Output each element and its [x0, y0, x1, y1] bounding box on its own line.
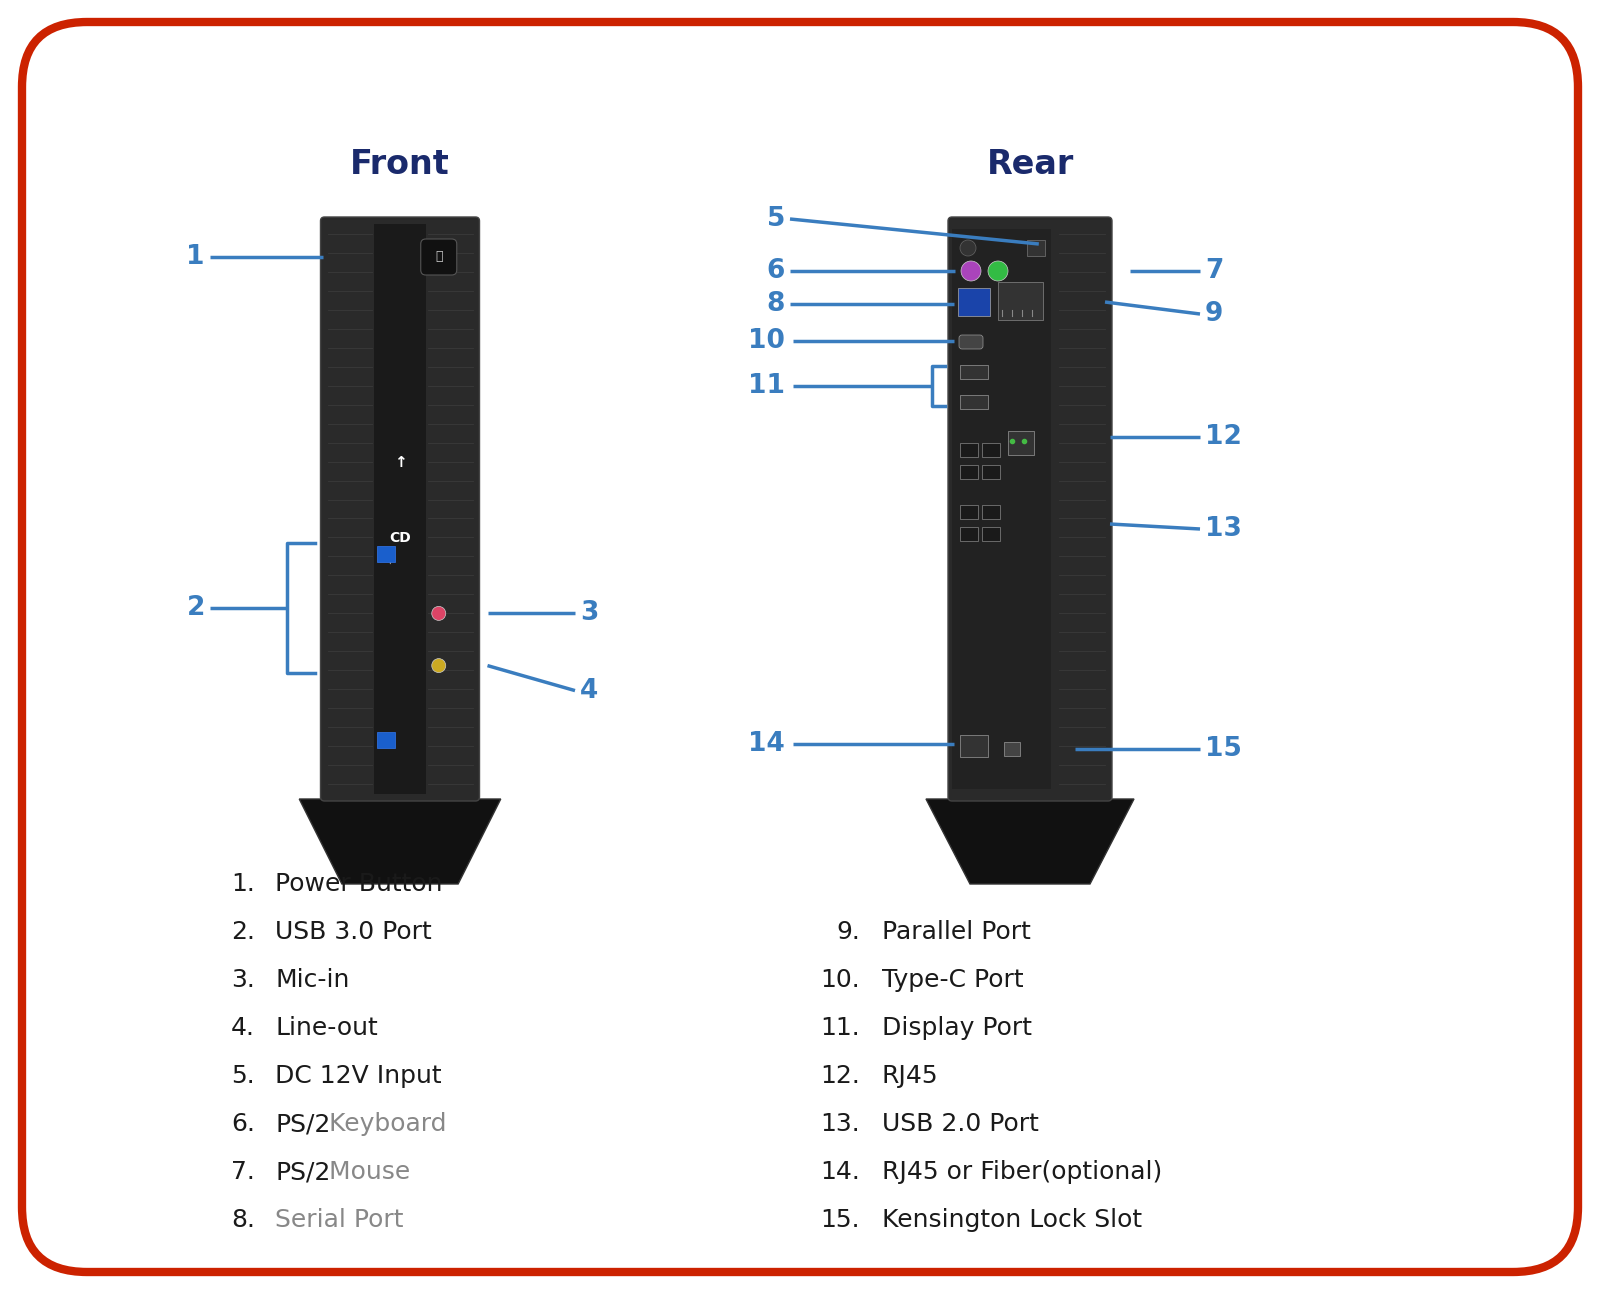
Text: 2.: 2.	[230, 920, 254, 945]
FancyBboxPatch shape	[421, 239, 456, 276]
Text: PS/2: PS/2	[275, 1159, 330, 1184]
Text: 8: 8	[766, 291, 786, 317]
Text: Power Button: Power Button	[275, 872, 443, 895]
Text: 13.: 13.	[821, 1112, 861, 1136]
Bar	[1008, 431, 1034, 455]
FancyBboxPatch shape	[22, 22, 1578, 1272]
Text: DC 12V Input: DC 12V Input	[275, 1064, 442, 1088]
Bar	[960, 395, 987, 409]
Bar	[960, 465, 978, 479]
Text: 10.: 10.	[821, 968, 861, 992]
Bar	[374, 224, 426, 795]
Bar	[1005, 741, 1021, 756]
Bar	[998, 282, 1043, 320]
FancyBboxPatch shape	[958, 335, 982, 349]
Circle shape	[960, 239, 976, 256]
Bar	[982, 443, 1000, 457]
Text: USB 2.0 Port: USB 2.0 Port	[882, 1112, 1038, 1136]
Text: Display Port: Display Port	[882, 1016, 1032, 1040]
Text: Mic-in: Mic-in	[275, 968, 349, 992]
Text: USB 3.0 Port: USB 3.0 Port	[275, 920, 432, 945]
Text: ⏻: ⏻	[435, 251, 443, 264]
Text: ⊤: ⊤	[384, 556, 394, 567]
Text: 15.: 15.	[821, 1209, 861, 1232]
Text: 12.: 12.	[821, 1064, 861, 1088]
Text: 3: 3	[579, 600, 598, 626]
Text: 11.: 11.	[821, 1016, 861, 1040]
Text: Line-out: Line-out	[275, 1016, 378, 1040]
Text: 9: 9	[1205, 302, 1224, 327]
Bar	[952, 229, 1051, 789]
Circle shape	[432, 607, 446, 620]
Text: 9.: 9.	[837, 920, 861, 945]
Bar	[960, 365, 987, 379]
Text: ↑: ↑	[394, 455, 406, 470]
Text: 2: 2	[187, 595, 205, 621]
Text: 5.: 5.	[232, 1064, 254, 1088]
Text: Mouse: Mouse	[322, 1159, 410, 1184]
Text: RJ45: RJ45	[882, 1064, 939, 1088]
FancyBboxPatch shape	[947, 217, 1112, 801]
Text: 14.: 14.	[821, 1159, 861, 1184]
Text: 13: 13	[1205, 516, 1242, 542]
Text: 1: 1	[187, 245, 205, 270]
Text: 10: 10	[749, 327, 786, 355]
Text: 8.: 8.	[230, 1209, 254, 1232]
Bar	[1027, 239, 1045, 256]
Text: 3.: 3.	[230, 968, 254, 992]
Text: Keyboard: Keyboard	[322, 1112, 446, 1136]
Text: Kensington Lock Slot: Kensington Lock Slot	[882, 1209, 1142, 1232]
Text: 7: 7	[1205, 258, 1224, 283]
Bar	[982, 465, 1000, 479]
Text: Type-C Port: Type-C Port	[882, 968, 1024, 992]
Bar	[960, 443, 978, 457]
Text: PS/2: PS/2	[275, 1112, 330, 1136]
Text: 4.: 4.	[230, 1016, 254, 1040]
Bar	[958, 289, 990, 316]
Text: 1.: 1.	[230, 872, 254, 895]
Text: Front: Front	[350, 148, 450, 180]
Polygon shape	[926, 798, 1134, 884]
Bar	[378, 546, 395, 563]
Bar	[378, 732, 395, 748]
Text: 15: 15	[1205, 736, 1242, 762]
Bar	[982, 505, 1000, 519]
Bar	[960, 505, 978, 519]
Text: CD: CD	[389, 531, 411, 545]
Bar	[960, 735, 987, 757]
FancyBboxPatch shape	[320, 217, 480, 801]
Circle shape	[962, 261, 981, 281]
Polygon shape	[299, 798, 501, 884]
Text: RJ45 or Fiber(optional): RJ45 or Fiber(optional)	[882, 1159, 1162, 1184]
Bar	[982, 527, 1000, 541]
Text: 6: 6	[766, 258, 786, 283]
Text: 7.: 7.	[230, 1159, 254, 1184]
Text: Parallel Port: Parallel Port	[882, 920, 1030, 945]
Text: 11: 11	[749, 373, 786, 399]
Text: 4: 4	[579, 678, 598, 704]
Text: 6.: 6.	[230, 1112, 254, 1136]
Text: 5: 5	[766, 206, 786, 232]
Circle shape	[432, 659, 446, 673]
Text: Rear: Rear	[986, 148, 1074, 180]
Text: Serial Port: Serial Port	[275, 1209, 403, 1232]
Circle shape	[989, 261, 1008, 281]
Bar	[960, 527, 978, 541]
Text: 12: 12	[1205, 424, 1242, 450]
Text: 14: 14	[749, 731, 786, 757]
